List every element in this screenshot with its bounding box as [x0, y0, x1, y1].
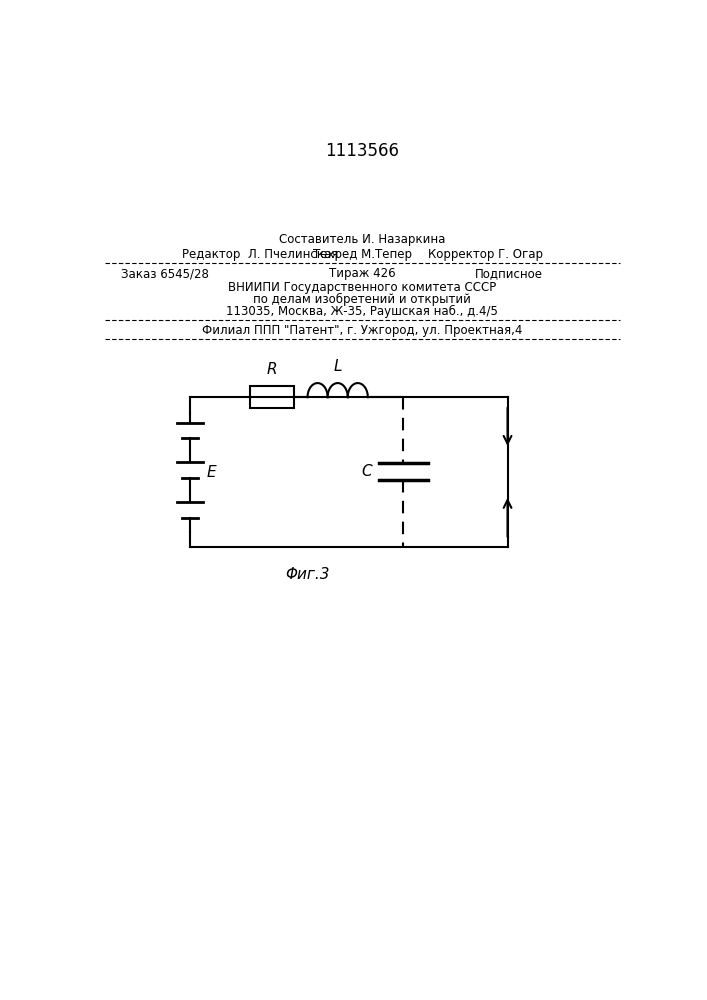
Text: 113035, Москва, Ж-35, Раушская наб., д.4/5: 113035, Москва, Ж-35, Раушская наб., д.4…	[226, 305, 498, 318]
Text: 1113566: 1113566	[325, 142, 399, 160]
Text: R: R	[267, 362, 277, 377]
Text: Корректор Г. Огар: Корректор Г. Огар	[428, 248, 543, 261]
Text: ВНИИПИ Государственного комитета СССР: ВНИИПИ Государственного комитета СССР	[228, 281, 496, 294]
Text: C: C	[361, 464, 372, 479]
Text: Φиг.3: Φиг.3	[286, 567, 329, 582]
Text: L: L	[334, 359, 342, 374]
Text: Техред М.Тепер: Техред М.Тепер	[312, 248, 412, 261]
Text: Тираж 426: Тираж 426	[329, 267, 396, 280]
Text: Редактор  Л. Пчелинская: Редактор Л. Пчелинская	[182, 248, 338, 261]
Text: по делам изобретений и открытий: по делам изобретений и открытий	[253, 293, 472, 306]
Bar	[250, 386, 294, 408]
Text: E: E	[206, 465, 216, 480]
Text: Подписное: Подписное	[475, 267, 543, 280]
Text: Филиал ППП "Патент", г. Ужгород, ул. Проектная,4: Филиал ППП "Патент", г. Ужгород, ул. Про…	[202, 324, 522, 337]
Text: Составитель И. Назаркина: Составитель И. Назаркина	[279, 233, 445, 246]
Text: Заказ 6545/28: Заказ 6545/28	[122, 267, 209, 280]
